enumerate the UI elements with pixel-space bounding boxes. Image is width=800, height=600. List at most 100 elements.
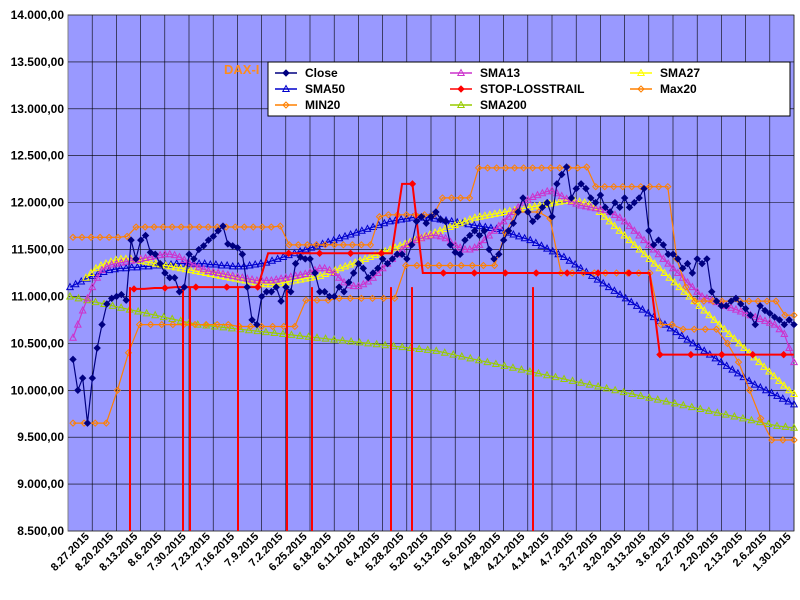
data-point: [388, 255, 397, 263]
data-point: [675, 282, 684, 291]
data-point: [749, 350, 757, 359]
data-point: [664, 182, 672, 191]
data-point: [761, 306, 769, 315]
data-point: [645, 254, 654, 262]
series-layer: [65, 163, 799, 531]
data-point: [366, 252, 375, 261]
data-point: [349, 281, 358, 290]
data-point: [402, 261, 410, 270]
data-point: [254, 283, 262, 291]
data-point: [751, 320, 759, 329]
data-point: [755, 417, 764, 426]
data-point: [475, 231, 484, 240]
data-point: [451, 240, 460, 248]
data-point: [620, 230, 629, 239]
data-point: [233, 272, 242, 280]
data-point: [784, 385, 794, 394]
data-point: [272, 283, 280, 291]
data-point: [105, 265, 114, 274]
data-point: [262, 275, 271, 284]
data-point: [509, 219, 518, 227]
data-point: [698, 259, 706, 268]
data-point: [553, 180, 561, 188]
data-point: [606, 208, 614, 216]
data-point: [204, 266, 213, 275]
data-point: [789, 399, 799, 408]
data-point: [456, 243, 465, 251]
data-point: [165, 249, 174, 258]
data-point: [563, 269, 571, 277]
data-point: [397, 214, 406, 223]
data-point: [757, 414, 765, 423]
data-point: [91, 419, 99, 427]
data-point: [301, 269, 310, 277]
y-tick-label: 8.500,00: [17, 524, 64, 538]
data-point: [93, 273, 102, 281]
data-point: [432, 346, 441, 354]
data-point: [690, 325, 698, 333]
y-tick-label: 13.000,00: [11, 102, 65, 116]
data-point: [468, 261, 477, 270]
data-point: [190, 255, 198, 263]
data-point: [372, 339, 381, 348]
data-point: [186, 223, 194, 231]
data-point: [790, 311, 798, 319]
data-point: [116, 263, 125, 272]
data-point: [712, 297, 721, 305]
data-point: [640, 184, 648, 193]
data-point: [306, 255, 314, 263]
data-point: [186, 265, 195, 274]
data-point: [498, 226, 507, 234]
data-point: [306, 273, 315, 281]
data-point: [446, 261, 454, 270]
data-point: [678, 273, 687, 281]
data-point: [683, 259, 692, 268]
data-point: [268, 256, 277, 264]
chart-title: DAX-I: [224, 62, 259, 77]
data-point: [628, 389, 637, 398]
data-point: [146, 320, 155, 329]
data-point: [171, 262, 180, 271]
legend-label: Close: [305, 66, 338, 80]
data-point: [137, 236, 145, 244]
legend-item-sma200: SMA200: [450, 98, 527, 112]
data-point: [543, 186, 552, 195]
data-point: [691, 297, 699, 305]
data-point: [528, 217, 537, 226]
data-point: [436, 231, 445, 240]
data-point: [346, 229, 355, 238]
data-point: [273, 254, 282, 262]
data-point: [246, 322, 255, 331]
data-point: [621, 293, 630, 302]
data-point: [96, 233, 104, 242]
data-point: [577, 200, 586, 209]
data-point: [224, 320, 232, 329]
data-point: [108, 301, 117, 309]
data-point: [364, 338, 373, 347]
data-point: [251, 259, 260, 268]
data-point: [700, 305, 709, 314]
data-point: [357, 294, 366, 303]
data-point: [359, 264, 368, 273]
data-point: [591, 198, 600, 207]
legend-box: [267, 61, 791, 117]
data-point: [134, 306, 143, 315]
data-point: [325, 265, 334, 274]
data-point: [312, 333, 322, 341]
data-point: [233, 243, 242, 252]
data-point: [460, 216, 469, 225]
data-point: [500, 361, 509, 369]
legend-label: MIN20: [305, 98, 341, 112]
data-point: [572, 184, 580, 193]
data-point: [593, 275, 602, 283]
data-point: [68, 333, 78, 341]
data-point: [302, 296, 310, 304]
data-point: [679, 400, 688, 409]
data-point: [727, 303, 736, 311]
data-point: [504, 227, 513, 235]
data-point: [505, 206, 514, 215]
data-point: [219, 222, 227, 230]
data-point: [291, 322, 299, 331]
data-point: [520, 233, 529, 242]
